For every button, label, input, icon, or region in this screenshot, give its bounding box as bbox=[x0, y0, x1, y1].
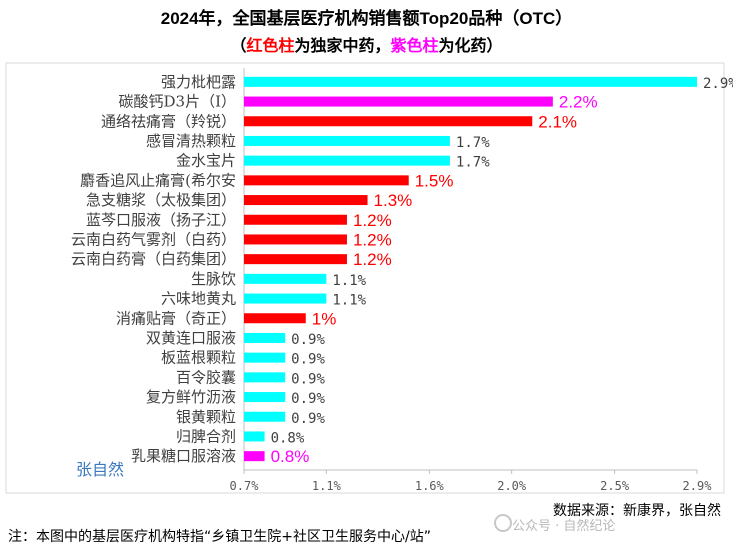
category-label-12: 六味地黄丸 bbox=[161, 290, 236, 308]
category-label-14: 双黄连口服液 bbox=[146, 329, 236, 347]
category-label-20: 乳果糖口服溶液 bbox=[131, 447, 236, 465]
data-label-8: 1.2% bbox=[353, 211, 392, 230]
bar-6 bbox=[244, 175, 409, 186]
x-tick-label-6: 2.9% bbox=[683, 479, 713, 493]
data-label-5: 1.7% bbox=[456, 155, 490, 171]
x-tick-label-3: 1.6% bbox=[415, 479, 445, 493]
data-label-6: 1.5% bbox=[415, 171, 454, 190]
x-tick-label-4: 2.0% bbox=[497, 479, 527, 493]
category-label-2: 碳酸钙D3片（Ⅰ） bbox=[119, 93, 237, 111]
bar-1 bbox=[244, 76, 697, 87]
data-label-2: 2.2% bbox=[559, 93, 598, 112]
data-label-14: 0.9% bbox=[291, 332, 325, 348]
bar-4 bbox=[244, 135, 450, 146]
bar-3 bbox=[244, 116, 533, 127]
chart-title: 2024年，全国基层医疗机构销售额Top20品种（OTC） bbox=[160, 9, 573, 28]
data-label-1: 2.9% bbox=[703, 76, 733, 92]
subtitle-open: （ bbox=[230, 38, 247, 55]
subtitle-magenta-legend: 紫色柱 bbox=[390, 38, 439, 55]
data-label-20: 0.8% bbox=[271, 447, 310, 466]
category-label-3: 通络祛痛膏（羚锐） bbox=[101, 112, 236, 130]
data-label-4: 1.7% bbox=[456, 135, 490, 151]
watermark-account: 公众号 · 自然纪论 bbox=[512, 519, 616, 534]
x-tick-label-5: 2.5% bbox=[600, 479, 630, 493]
bar-17 bbox=[244, 392, 286, 403]
subtitle-tail: 为化药） bbox=[438, 38, 503, 55]
category-label-6: 麝香追风止痛膏(希尔安 bbox=[80, 171, 236, 189]
watermark-author: 张自然 bbox=[76, 460, 125, 479]
category-label-17: 复方鲜竹沥液 bbox=[146, 388, 236, 406]
bar-2 bbox=[244, 96, 553, 107]
category-label-4: 感冒清热颗粒 bbox=[146, 132, 236, 150]
data-label-3: 2.1% bbox=[538, 112, 577, 131]
data-label-15: 0.9% bbox=[291, 352, 325, 368]
category-label-9: 云南白药气雾剂（白药） bbox=[71, 230, 236, 248]
category-label-10: 云南白药膏（白药集团） bbox=[71, 250, 236, 268]
bar-10 bbox=[244, 254, 347, 265]
bar-11 bbox=[244, 273, 327, 284]
bar-12 bbox=[244, 293, 327, 304]
category-label-19: 归脾合剂 bbox=[176, 427, 236, 445]
source-note: 数据来源：新康界，张自然 bbox=[553, 503, 721, 519]
bar-16 bbox=[244, 372, 286, 383]
subtitle-mid: 为独家中药， bbox=[294, 38, 391, 55]
data-label-9: 1.2% bbox=[353, 230, 392, 249]
subtitle-red-legend: 红色柱 bbox=[246, 38, 295, 55]
bar-20 bbox=[244, 451, 265, 462]
data-label-19: 0.8% bbox=[271, 430, 305, 446]
data-label-18: 0.9% bbox=[291, 411, 325, 427]
bar-5 bbox=[244, 155, 450, 166]
bar-19 bbox=[244, 431, 265, 442]
data-label-10: 1.2% bbox=[353, 250, 392, 269]
data-label-16: 0.9% bbox=[291, 371, 325, 387]
bar-9 bbox=[244, 234, 347, 245]
category-label-8: 蓝芩口服液（扬子江） bbox=[86, 211, 236, 229]
category-label-7: 急支糖浆（太极集团） bbox=[86, 191, 236, 209]
chart-subtitle: （红色柱为独家中药，紫色柱为化药） bbox=[0, 32, 733, 56]
category-label-5: 金水宝片 bbox=[176, 152, 236, 170]
bar-8 bbox=[244, 214, 347, 225]
bar-15 bbox=[244, 352, 286, 363]
category-label-13: 消痛贴膏（奇正） bbox=[116, 309, 236, 327]
bar-7 bbox=[244, 195, 368, 206]
plot-frame bbox=[5, 62, 725, 494]
bar-18 bbox=[244, 411, 286, 422]
x-tick-label-2: 1.1% bbox=[312, 479, 342, 493]
data-label-13: 1% bbox=[312, 309, 337, 328]
data-label-7: 1.3% bbox=[374, 191, 413, 210]
data-label-17: 0.9% bbox=[291, 391, 325, 407]
category-label-15: 板蓝根颗粒 bbox=[161, 349, 236, 367]
bar-14 bbox=[244, 332, 286, 343]
wechat-icon bbox=[494, 514, 512, 532]
x-tick-label-1: 0.7% bbox=[230, 479, 260, 493]
bar-13 bbox=[244, 313, 306, 324]
data-label-12: 1.1% bbox=[332, 293, 366, 309]
data-label-11: 1.1% bbox=[332, 273, 366, 289]
category-label-16: 百令胶囊 bbox=[176, 368, 236, 386]
footnote: 注：本图中的基层医疗机构特指“乡镇卫生院+社区卫生服务中心/站” bbox=[8, 529, 431, 545]
category-label-1: 强力枇杷露 bbox=[161, 73, 236, 91]
category-label-11: 生脉饮 bbox=[191, 270, 236, 288]
category-label-18: 银黄颗粒 bbox=[176, 408, 236, 426]
